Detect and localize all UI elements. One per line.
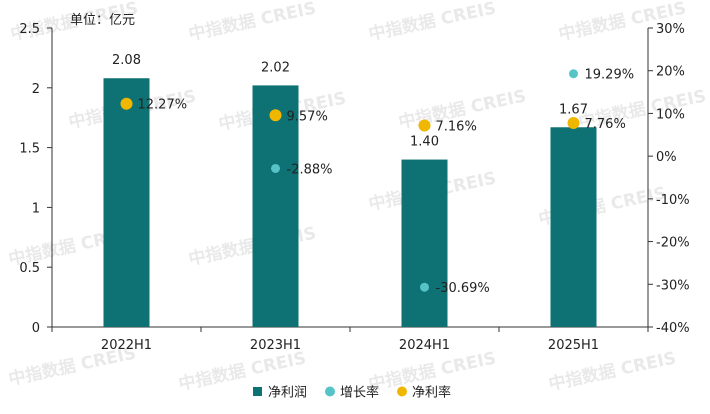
bar-value-label: 2.02 [261,60,290,75]
right-tick-label: 30% [656,22,685,37]
bar-net-profit [401,159,448,327]
axes: 0 0.5 1 1.5 2 2.5 -40% -30% -20% -10% 0% 10% 20% 30% 2… [19,22,689,353]
right-tick-label: -40% [656,321,690,336]
left-tick-label: 1 [32,201,40,216]
right-tick-label: -10% [656,193,690,208]
growth-rate-point [420,282,429,292]
growth-rate-label: -30.69% [436,281,490,296]
unit-label: 单位：亿元 [70,13,135,28]
net-margin-point [567,116,580,129]
right-tick-label: -30% [656,278,690,293]
bar-net-profit [103,78,150,328]
left-tick-label: 0.5 [19,261,40,276]
net-margin-label: 12.27% [138,98,188,113]
bar-value-label: 2.08 [112,53,141,68]
watermark-text: 中指数据 CREIS [187,0,318,45]
bar-net-profit [550,127,597,327]
bar-value-label: 1.40 [410,135,439,150]
legend-swatch-bar [253,387,262,396]
net-margin-label: 9.57% [287,109,328,124]
legend-label: 增长率 [340,385,379,401]
x-tick-label: 2024H1 [399,338,450,353]
bar-series [103,78,597,328]
growth-rate-point [569,69,578,79]
net-margin-point [418,119,431,132]
net-margin-label: 7.16% [436,120,477,135]
right-tick-label: 10% [656,107,685,122]
watermark-text: 中指数据 CREIS [547,347,678,395]
legend-label: 净利率 [412,385,451,401]
watermark-text: 中指数据 CREIS [367,0,498,45]
bar-value-label: 1.67 [559,102,588,117]
x-tick-label: 2025H1 [548,338,599,353]
legend-swatch-point [325,386,335,397]
net-margin-point [120,97,133,110]
right-tick-label: 20% [656,65,685,80]
left-tick-label: 2.5 [19,22,40,37]
point-series [120,69,580,292]
left-tick-label: 1.5 [19,142,40,157]
data-labels: 2.08 2.02 1.40 1.67 -2.88% -30.69% 19.29% 12.27… [112,53,634,296]
growth-rate-point [271,163,280,173]
right-tick-label: 0% [656,150,677,165]
growth-rate-label: 19.29% [585,68,635,83]
legend-swatch-point [397,386,407,397]
net-margin-label: 7.76% [585,117,626,132]
x-tick-label: 2023H1 [250,338,301,353]
x-tick-label: 2022H1 [101,338,152,353]
legend: 净利润 增长率 净利率 [253,385,451,401]
left-tick-label: 2 [32,82,40,97]
right-tick-label: -20% [656,236,690,251]
legend-label: 净利润 [268,386,307,401]
net-margin-point [269,109,282,122]
bar-net-profit [252,85,299,328]
left-tick-label: 0 [32,321,40,336]
growth-rate-label: -2.88% [287,162,333,177]
